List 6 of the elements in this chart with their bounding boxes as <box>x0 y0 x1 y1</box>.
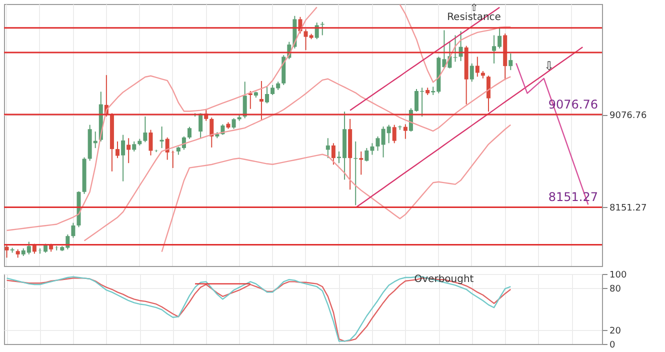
annotation: ⇩ <box>544 59 554 73</box>
y-tick-label: 0 <box>610 340 616 350</box>
annotation: ⇧ <box>470 3 478 14</box>
y-tick-label: 100 <box>610 270 627 280</box>
y-tick-label: 20 <box>610 326 622 336</box>
y-tick-label: 80 <box>610 284 622 294</box>
